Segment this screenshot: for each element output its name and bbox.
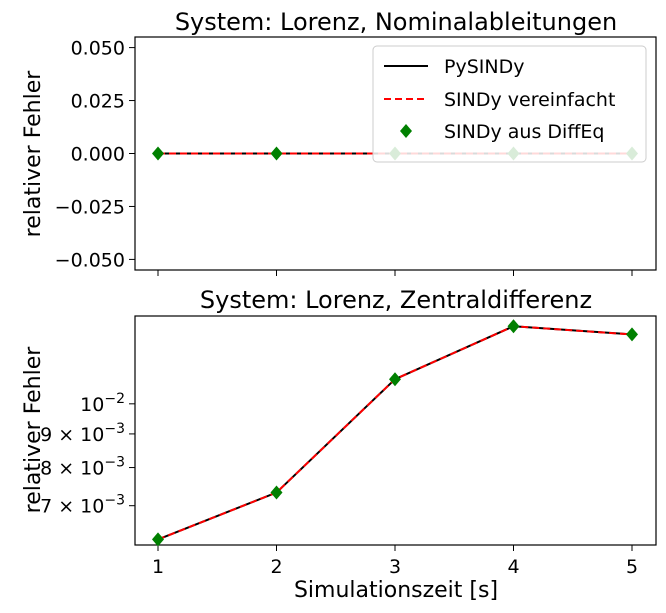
y-tick-label-bottom: 9 × 10−3 bbox=[40, 421, 125, 446]
series-line-sindy-vereinfacht-bottom bbox=[157, 325, 633, 541]
tick-exponent: −3 bbox=[104, 421, 125, 437]
tick-base: 10 bbox=[80, 496, 104, 518]
tick-multiplier: 9 × bbox=[40, 424, 80, 446]
x-tick-label: 3 bbox=[389, 556, 401, 578]
tick-multiplier: 7 × bbox=[40, 496, 80, 518]
y-tick-label-top: −0.025 bbox=[55, 196, 125, 218]
chart-title-bottom: System: Lorenz, Zentraldifferenz bbox=[200, 286, 592, 314]
tick-exponent: −2 bbox=[104, 391, 125, 407]
tick-multiplier: 8 × bbox=[40, 458, 80, 480]
legend-label-sindy-aus-diffeq: SINDy aus DiffEq bbox=[444, 121, 604, 143]
legend: PySINDy SINDy vereinfacht SINDy aus Diff… bbox=[372, 45, 647, 163]
point-sindy-aus-diffeq-bottom bbox=[389, 372, 401, 387]
y-axis-label-bottom: relativer Fehler bbox=[21, 346, 46, 514]
chart-title-top: System: Lorenz, Nominalableitungen bbox=[175, 8, 617, 36]
point-sindy-aus-diffeq-bottom bbox=[507, 319, 520, 334]
x-axis-label: Simulationszeit [s] bbox=[294, 578, 498, 603]
panel-zentraldifferenz: System: Lorenz, Zentraldifferenz relativ… bbox=[21, 286, 657, 603]
legend-swatch-sindy-aus-diffeq bbox=[400, 124, 412, 138]
plot-frame-bottom bbox=[134, 315, 657, 546]
legend-label-sindy-vereinfacht: SINDy vereinfacht bbox=[444, 89, 615, 111]
y-tick-label-top: 0.000 bbox=[71, 144, 125, 166]
legend-label-pysindy: PySINDy bbox=[444, 56, 524, 78]
y-axis-label-top: relativer Fehler bbox=[21, 70, 46, 238]
tick-exponent: −3 bbox=[104, 455, 125, 471]
x-tick-label: 1 bbox=[152, 556, 164, 578]
y-tick-label-top: 0.025 bbox=[71, 91, 125, 113]
y-tick-label-bottom: 8 × 10−3 bbox=[40, 455, 125, 480]
tick-exponent: −3 bbox=[104, 493, 125, 509]
point-sindy-aus-diffeq-bottom bbox=[270, 485, 283, 500]
point-sindy-aus-diffeq-top bbox=[270, 146, 283, 161]
point-sindy-aus-diffeq-bottom bbox=[626, 327, 638, 342]
x-tick-label: 5 bbox=[626, 556, 638, 578]
tick-base: 10 bbox=[80, 458, 104, 480]
y-tick-label-bottom: 7 × 10−3 bbox=[40, 493, 125, 518]
y-tick-label-bottom: 10−2 bbox=[80, 391, 125, 416]
y-tick-label-top: −0.050 bbox=[55, 249, 125, 271]
legend-frame bbox=[372, 45, 647, 163]
tick-base: 10 bbox=[80, 394, 104, 416]
tick-base: 10 bbox=[80, 424, 104, 446]
series-line-pysindy-bottom bbox=[157, 325, 633, 541]
y-tick-label-top: 0.050 bbox=[71, 38, 125, 60]
x-tick-label: 2 bbox=[270, 556, 282, 578]
point-sindy-aus-diffeq-bottom bbox=[152, 532, 164, 547]
x-tick-label: 4 bbox=[507, 556, 519, 578]
panel-nominalableitungen: System: Lorenz, Nominalableitungen relat… bbox=[21, 8, 657, 276]
point-sindy-aus-diffeq-top bbox=[152, 146, 164, 161]
